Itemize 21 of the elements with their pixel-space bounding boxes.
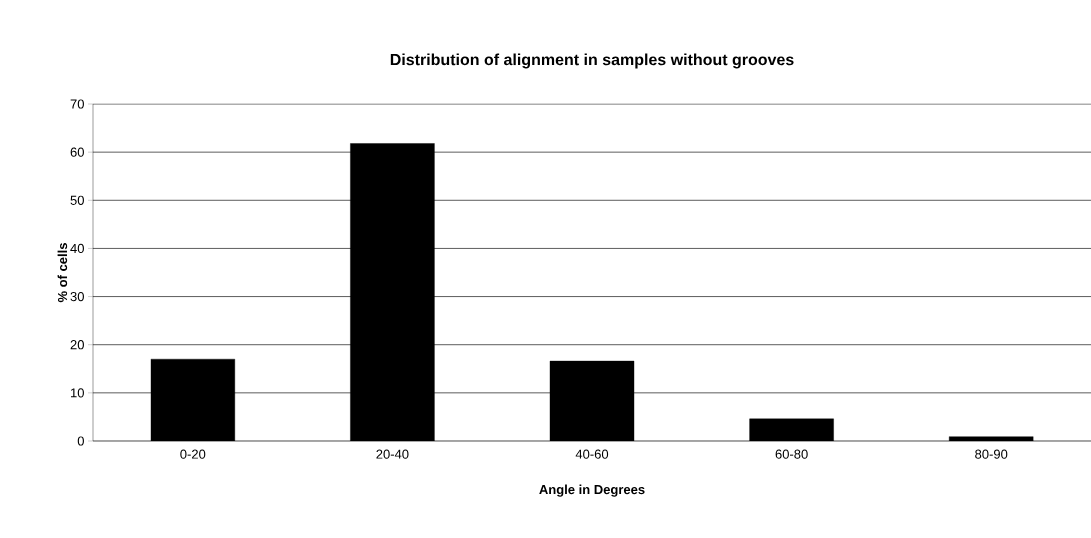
y-axis-title: % of cells: [57, 243, 68, 303]
y-tick-label: 70: [70, 99, 84, 109]
x-tick-label: 60-80: [775, 449, 808, 459]
y-tick-label: 60: [70, 147, 84, 157]
x-tick-label: 80-90: [975, 449, 1008, 459]
y-tick-label: 40: [70, 243, 84, 254]
x-tick-label: 40-60: [575, 449, 609, 459]
bar: [350, 143, 435, 441]
y-tick-label: 10: [71, 388, 84, 398]
bar: [549, 360, 635, 441]
y-tick-label: 30: [70, 291, 84, 302]
y-tick-label: 20: [70, 340, 84, 350]
bar: [150, 358, 235, 441]
chart-title: Distribution of alignment in samples without grooves: [390, 53, 794, 69]
bar: [949, 436, 1034, 441]
x-axis-title: Angle in Degrees: [539, 484, 645, 497]
x-tick-label: 20-40: [376, 449, 409, 459]
y-tick-label: 0: [77, 436, 84, 446]
y-tick-label: 50: [70, 195, 84, 205]
bar: [749, 418, 834, 441]
x-tick-label: 0-20: [180, 449, 206, 459]
